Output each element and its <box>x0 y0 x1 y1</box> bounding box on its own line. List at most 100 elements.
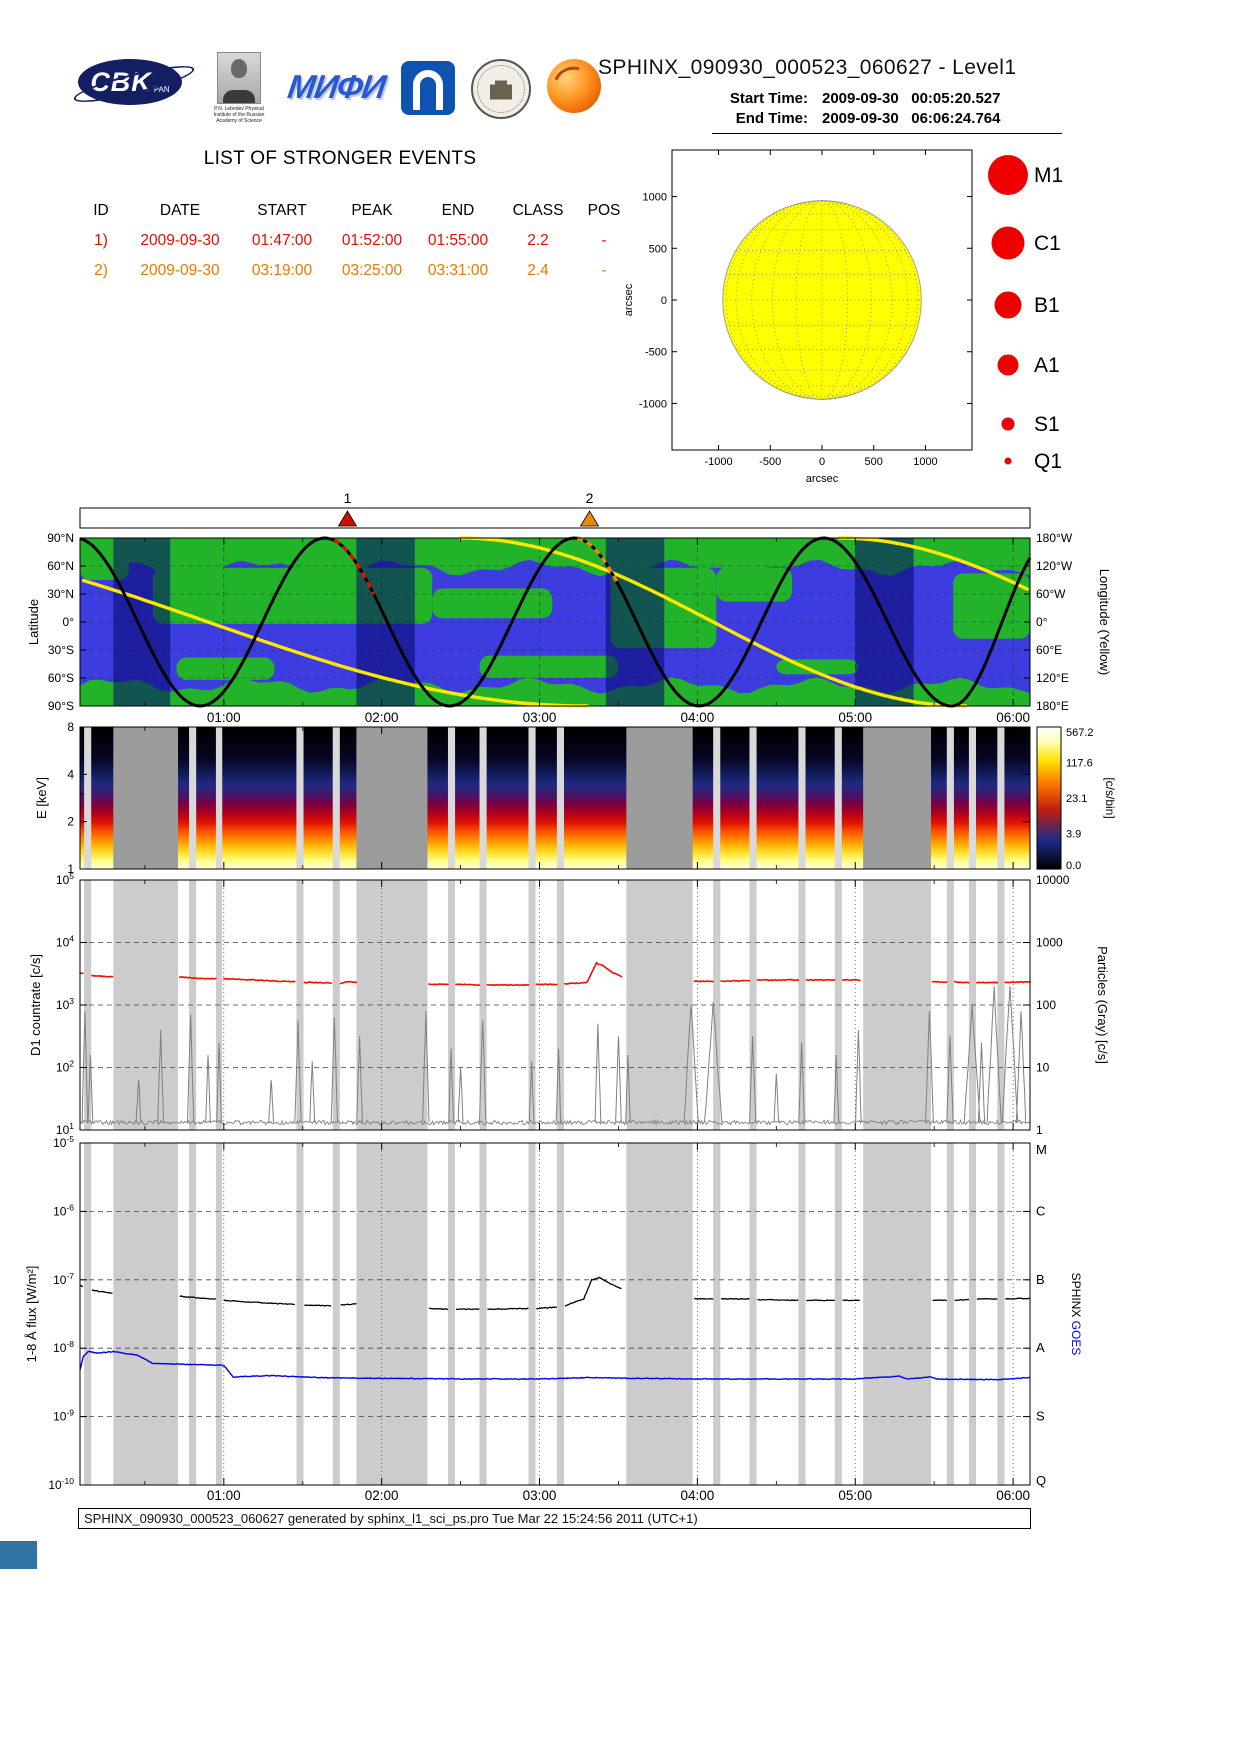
sphinx-flux-line <box>806 1299 835 1302</box>
solar-disk-plot: -1000 -1000 -500 -500 0 0 500 500 1000 1000 arcsec… <box>623 149 973 485</box>
svg-text:M1: M1 <box>1034 164 1063 187</box>
svg-text:1: 1 <box>67 862 74 876</box>
particle-spike <box>986 986 1002 1123</box>
sphinx-flux-line <box>179 1295 217 1300</box>
svg-text:180°E: 180°E <box>1036 699 1069 713</box>
data-gap-band <box>189 1143 197 1485</box>
particle-spike <box>330 1017 338 1123</box>
data-gap-band <box>113 727 179 869</box>
particle-spike <box>528 1061 535 1123</box>
data-gap-band <box>749 1143 757 1485</box>
events-cell: 2009-09-30 <box>140 262 220 279</box>
energy-spectrogram-panel: 8 4 2 1 E [keV] <box>34 720 1031 876</box>
particle-spike <box>704 1001 723 1123</box>
particle-spike <box>749 1036 757 1123</box>
data-gap-band <box>556 727 564 869</box>
particle-spike <box>268 1079 274 1123</box>
data-gap-band <box>296 727 304 869</box>
svg-text:120°W: 120°W <box>1036 559 1073 573</box>
svg-text:1000: 1000 <box>643 192 667 204</box>
svg-text:3.9: 3.9 <box>1066 829 1081 841</box>
svg-text:Q1: Q1 <box>1034 450 1062 473</box>
events-cell: 2009-09-30 <box>140 232 220 249</box>
svg-text:0: 0 <box>661 295 667 307</box>
sphinx-flux-line <box>976 1297 998 1300</box>
sphinx-flux-line <box>91 1289 113 1294</box>
svg-text:-500: -500 <box>645 347 667 359</box>
particle-spike <box>216 1042 222 1123</box>
flare-size-dot-A1 <box>997 354 1019 376</box>
arch-icon <box>412 70 443 110</box>
header-title-block: SPHINX_090930_000523_060627 - Level1 Sta… <box>598 56 1068 134</box>
svg-text:500: 500 <box>649 243 667 255</box>
flare-size-dot-S1 <box>1001 417 1015 431</box>
cbk-logo-text: CBK <box>90 66 152 97</box>
d1-countrate-line <box>841 978 861 982</box>
svg-text:0°: 0° <box>1036 615 1048 629</box>
data-gap-band <box>356 1143 428 1485</box>
svg-text:60°E: 60°E <box>1036 643 1062 657</box>
lebedev-caption: P.N. Lebedev Physical Institute of the R… <box>213 106 265 124</box>
longitude-line-2 <box>837 536 1029 591</box>
events-column-header: DATE <box>159 202 201 219</box>
svg-text:A1: A1 <box>1034 354 1060 377</box>
particle-spike <box>479 1020 487 1123</box>
data-gap-band <box>447 1143 456 1485</box>
data-gap-band <box>946 880 954 1130</box>
svg-text:10-9: 10-9 <box>53 1408 74 1424</box>
svg-text:04:00: 04:00 <box>680 1488 714 1503</box>
events-list-title: LIST OF STRONGER EVENTS <box>203 148 477 169</box>
data-gap-band <box>713 727 721 869</box>
data-gap-band <box>479 1143 487 1485</box>
svg-text:0.0: 0.0 <box>1066 860 1081 872</box>
event-marker-1 <box>337 510 358 527</box>
data-gap-band <box>332 727 340 869</box>
lebedev-portrait-icon <box>217 52 261 104</box>
data-gap-band <box>834 727 842 869</box>
data-gap-band <box>863 1143 932 1485</box>
svg-text:01:00: 01:00 <box>207 1488 241 1503</box>
events-cell: 03:31:00 <box>427 262 489 279</box>
svg-text:[c/s/bin]: [c/s/bin] <box>1103 777 1117 818</box>
longitude-line-1 <box>458 536 968 708</box>
events-cell: - <box>601 232 607 249</box>
svg-text:90°S: 90°S <box>48 699 74 713</box>
d1-countrate-line <box>564 961 623 985</box>
particle-spike <box>81 1011 89 1123</box>
start-time-label: Start Time: <box>729 90 808 107</box>
d1-countrate-line <box>976 981 999 984</box>
events-column-header: ID <box>93 202 109 219</box>
arch-logo <box>400 61 455 115</box>
svg-text:B: B <box>1036 1272 1045 1287</box>
sphinx-flux-line <box>487 1307 529 1311</box>
svg-text:60°N: 60°N <box>47 559 74 573</box>
d1-countrate-line <box>805 978 836 982</box>
events-cell: 03:19:00 <box>251 262 313 279</box>
svg-text:arcsec: arcsec <box>806 473 839 485</box>
data-gap-band <box>834 1143 842 1485</box>
d1-countrate-line <box>931 980 948 984</box>
events-column-header: START <box>257 202 307 219</box>
sphinx-flux-line <box>223 1299 295 1306</box>
sphinx-sun-logo <box>546 59 601 113</box>
particle-spike <box>356 1036 363 1123</box>
particle-spike <box>87 1054 94 1123</box>
particle-spike <box>798 1042 805 1123</box>
svg-text:10: 10 <box>1036 1061 1050 1075</box>
longitude-line-0 <box>81 578 589 708</box>
ground-track <box>79 536 1032 708</box>
data-gap-band <box>749 727 757 869</box>
data-gap-band <box>713 880 721 1130</box>
events-cell: 01:52:00 <box>341 232 403 249</box>
particle-spike <box>946 1036 954 1123</box>
orbit-ground-track-panel: 90°N 60°N 30°N 0° 30°S 60°S 90°S 180°W 120°W 60°W… <box>26 531 1112 725</box>
events-cell: - <box>601 262 607 279</box>
svg-text:C1: C1 <box>1034 232 1061 255</box>
data-gap-band <box>749 880 757 1130</box>
svg-text:1000: 1000 <box>1036 936 1063 950</box>
data-gap-band <box>968 1143 977 1485</box>
flare-size-dot-B1 <box>994 291 1022 319</box>
particle-spike <box>294 1020 302 1123</box>
